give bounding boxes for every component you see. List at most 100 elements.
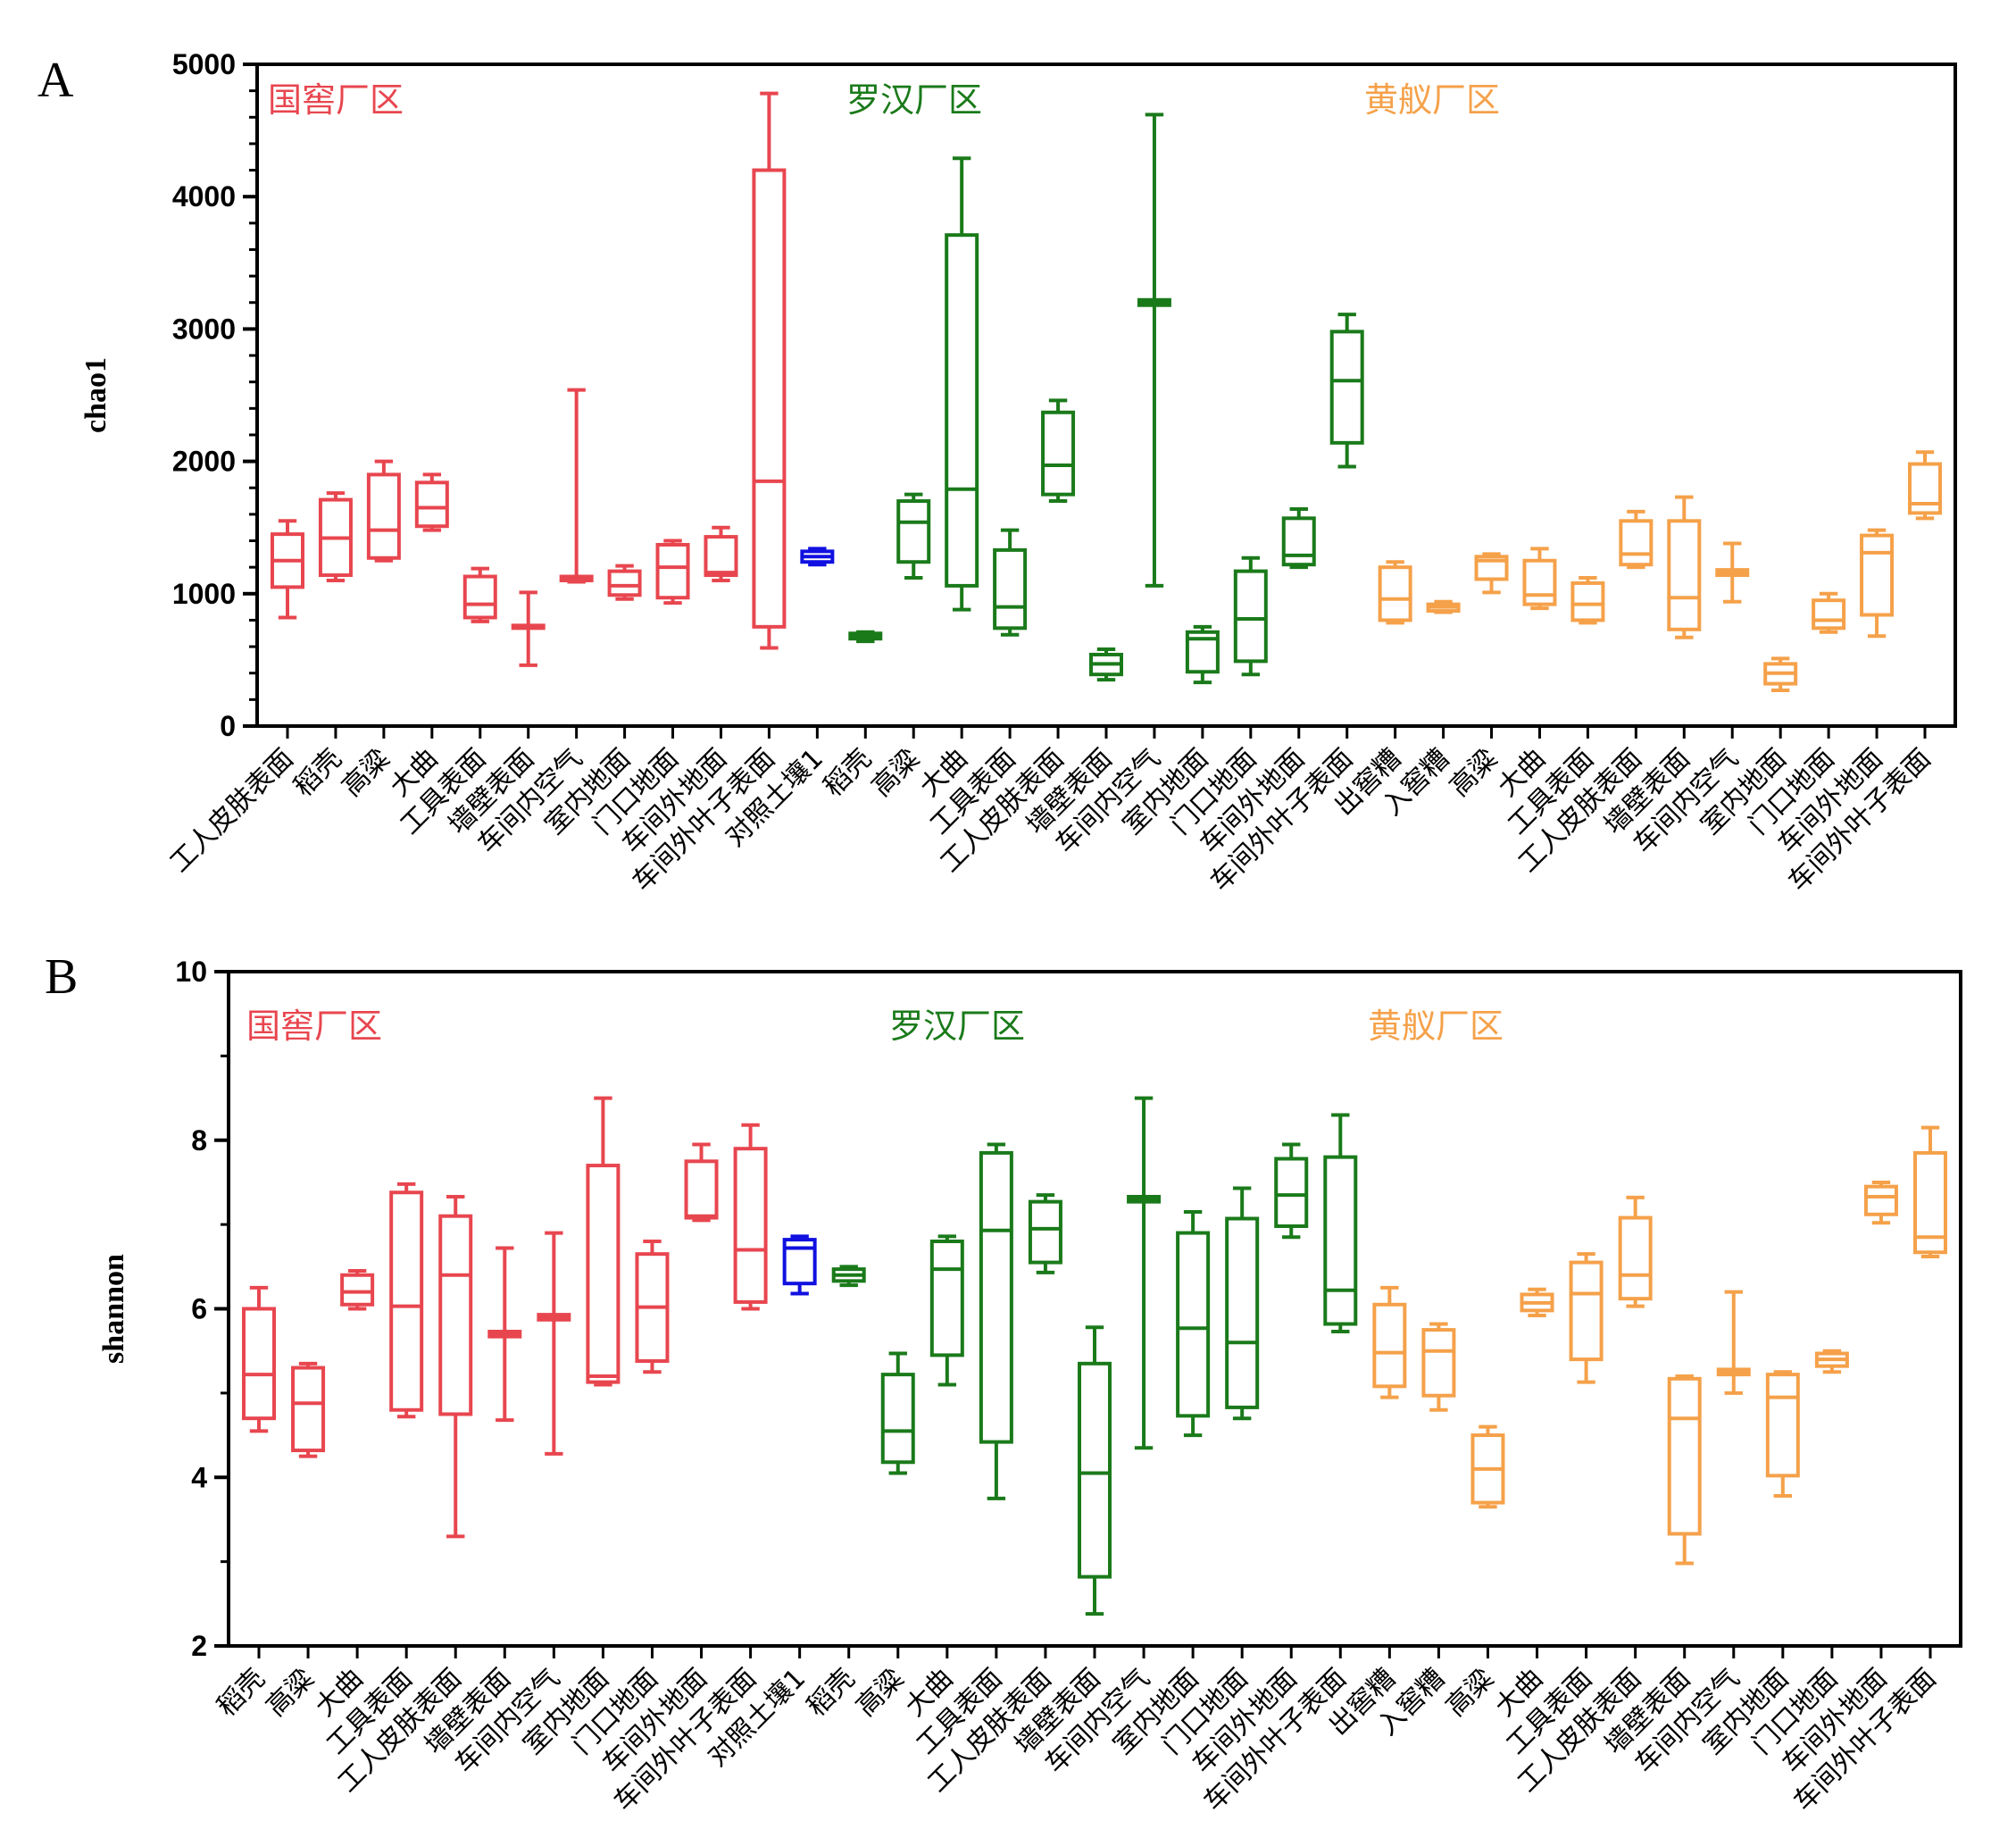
box-plot (291, 1361, 326, 1458)
box-plot (559, 388, 594, 584)
box-plot (945, 156, 979, 612)
iqr-box (880, 1373, 915, 1465)
category-label: 高粱 (1440, 1663, 1500, 1723)
y-axis-label: shannon (97, 1254, 130, 1364)
iqr-box (1570, 580, 1605, 622)
iqr-box (1667, 519, 1702, 631)
box-plot (1028, 1193, 1062, 1274)
y-tick-label: 4000 (172, 180, 236, 213)
iqr-box (752, 168, 787, 629)
panel-a-chao1: A 0 1000 2000 3000 4000 5000 chao1 国窖厂区 罗汉厂区 黄舣厂区… (37, 48, 1957, 898)
box-plot (1041, 398, 1076, 504)
y-tick-label: 2 (191, 1630, 207, 1662)
box-plot (1763, 656, 1798, 692)
iqr-box (1619, 519, 1654, 567)
y-axis-label: chao1 (79, 357, 112, 433)
panel-b-letter: B (45, 949, 78, 1005)
box-plot (511, 590, 546, 667)
iqr-box (1329, 330, 1364, 445)
region-label: 国窖厂区 (268, 80, 404, 120)
iqr-box (1618, 1215, 1653, 1301)
iqr-box (1225, 1216, 1260, 1409)
box-plot (1667, 495, 1702, 639)
y-tick-label: 2000 (172, 446, 236, 478)
box-plot (1570, 576, 1605, 625)
iqr-box (1667, 1376, 1702, 1536)
box-plot (1522, 547, 1557, 611)
iqr-box (655, 542, 690, 600)
region-label: 罗汉厂区 (846, 80, 982, 120)
iqr-box (1474, 555, 1509, 581)
box-plot (366, 459, 401, 563)
iqr-box (1281, 516, 1316, 567)
box-plot (242, 1285, 276, 1433)
iqr-box (1372, 1302, 1407, 1389)
iqr-box (945, 233, 979, 588)
box-plot (1814, 1349, 1849, 1374)
box-plot (733, 1123, 768, 1311)
iqr-box (462, 574, 497, 620)
box-plot (896, 492, 931, 580)
category-label: 工人皮肤表面 (164, 743, 300, 879)
box-plot (586, 1096, 621, 1387)
box-plot (1913, 1125, 1947, 1258)
category-label: 高粱 (261, 1663, 321, 1723)
box-plot (1863, 1180, 1898, 1225)
box-plot (1329, 313, 1364, 469)
iqr-box (1522, 558, 1557, 606)
box-plot (414, 472, 449, 532)
box-plot (1765, 1370, 1800, 1499)
box-plot (271, 519, 304, 620)
box-plot (1233, 555, 1268, 677)
iqr-box (1028, 1199, 1062, 1265)
iqr-box (979, 1150, 1013, 1444)
iqr-box (1908, 462, 1942, 515)
iqr-box (1913, 1150, 1947, 1255)
iqr-box (1233, 569, 1268, 664)
box-plot (1715, 541, 1750, 604)
box-plot (318, 491, 353, 582)
box-plot (993, 528, 1028, 637)
box-plot (704, 525, 738, 582)
box-plot (1812, 591, 1846, 634)
box-plot (1137, 113, 1171, 588)
category-label: 高粱 (850, 1663, 910, 1723)
iqr-box (684, 1159, 719, 1220)
category-label: 稻壳 (287, 743, 347, 803)
category-label: 稻壳 (211, 1663, 271, 1723)
box-plot (487, 1246, 522, 1423)
box-plot (1716, 1290, 1751, 1395)
iqr-box (1323, 1155, 1358, 1326)
box-plot (1185, 624, 1220, 685)
y-tick-label: 1000 (172, 578, 236, 610)
category-label: 高粱 (866, 743, 926, 803)
iqr-box (242, 1307, 276, 1421)
box-plot (1372, 1285, 1407, 1399)
box-plot (1569, 1252, 1604, 1384)
box-plot (1470, 1424, 1505, 1509)
iqr-box (929, 1240, 964, 1357)
box-plot (1908, 450, 1942, 521)
iqr-box (733, 1147, 768, 1304)
category-label: 稻壳 (818, 743, 878, 803)
box-plot (1619, 509, 1654, 570)
region-label: 黄舣厂区 (1364, 80, 1500, 120)
box-plot (1426, 599, 1461, 614)
iqr-box (782, 1238, 817, 1286)
box-plot (635, 1240, 670, 1374)
box-plot (537, 1231, 571, 1456)
iqr-box (366, 472, 401, 560)
category-label: 稻壳 (801, 1663, 861, 1723)
y-tick-label: 0 (220, 710, 236, 742)
box-plot (782, 1234, 817, 1296)
box-plot (848, 630, 883, 644)
iqr-box (438, 1214, 473, 1416)
box-plot (831, 1265, 866, 1288)
iqr-box (993, 547, 1028, 631)
category-label: 高粱 (1444, 743, 1504, 803)
iqr-box (1421, 1328, 1456, 1398)
panel-a-letter: A (37, 53, 74, 108)
box-plot (979, 1142, 1013, 1500)
box-plot (800, 547, 835, 567)
